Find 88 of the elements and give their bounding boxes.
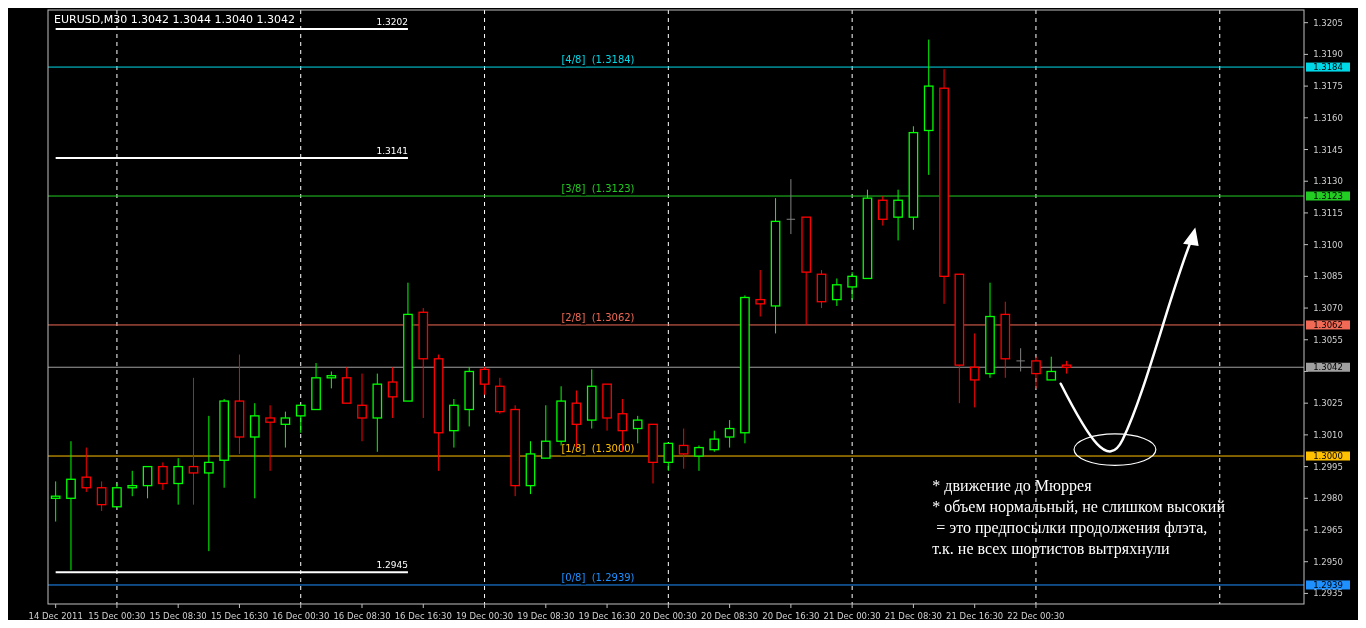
candlestick [66,440,76,571]
y-tick-label: 1.3115 [1313,207,1343,218]
text: 1.3062 [1313,319,1343,330]
annotation: * объем нормальный, не слишком высокий [932,497,1226,516]
candlestick [678,428,689,470]
candlestick [357,373,367,442]
text: 1.2939 [1313,579,1343,590]
y-tick-label: 1.2965 [1313,525,1343,536]
candlestick [632,415,643,444]
candlestick [1046,356,1057,381]
candlestick [188,377,199,506]
x-tick-label: 19 Dec 16:30 [578,611,636,621]
candlestick [112,483,122,508]
candlestick [877,195,888,227]
x-tick-label: 16 Dec 00:30 [272,611,330,621]
x-tick-label: 16 Dec 08:30 [333,611,391,621]
data-label: 1.3141 [376,145,408,156]
x-tick-label: 20 Dec 00:30 [639,611,697,621]
candlestick [786,178,796,235]
y-tick-label: 1.3010 [1313,429,1343,440]
candlestick [831,277,842,307]
candlestick [663,442,674,472]
data-label: 1.2945 [376,560,408,571]
x-tick-label: 20 Dec 16:30 [762,611,820,621]
y-tick-label: 1.3055 [1313,334,1343,345]
text: 1.3184 [1313,62,1343,73]
annotation: * движение до Мюррея [932,476,1093,495]
candlestick [1031,356,1041,389]
ref-line-label: [3/8] (1.3123) [561,183,635,195]
y-tick-label: 1.2950 [1313,556,1343,567]
y-tick-label: 1.2980 [1313,493,1343,504]
y-tick-label: 1.3145 [1313,144,1343,155]
y-tick-label: 1.3160 [1313,112,1343,123]
x-tick-label: 21 Dec 08:30 [884,611,942,621]
y-tick-label: 1.3190 [1313,49,1343,60]
x-tick-label: 21 Dec 16:30 [946,611,1004,621]
y-tick-label: 1.3025 [1313,398,1343,409]
candlestick [847,271,858,301]
candlestick [249,402,260,499]
chart-title: EURUSD,M30 1.3042 1.3044 1.3040 1.3042 [54,13,296,26]
y-tick-label: 1.3175 [1313,81,1343,92]
candlestick [142,465,153,499]
candlestick [158,461,168,491]
candlestick [540,404,551,459]
candlestick [265,404,275,472]
candlestick [295,404,306,434]
candlestick [96,480,107,512]
candlestick [709,430,720,453]
x-tick-label: 16 Dec 16:30 [394,611,452,621]
x-tick-label: 20 Dec 08:30 [701,611,759,621]
candlestick [50,480,61,523]
x-tick-label: 22 Dec 00:30 [1007,611,1065,621]
candlestick [173,457,184,506]
candlestick [127,470,138,497]
ref-line-label: [2/8] (1.3062) [561,311,635,323]
candlestick [280,411,291,449]
text: 1.3123 [1313,191,1343,202]
y-tick-label: 1.3130 [1313,176,1343,187]
candlestick [969,332,980,408]
candlestick [203,415,214,552]
x-tick-label: 15 Dec 08:30 [149,611,207,621]
y-tick-label: 1.2935 [1313,588,1343,599]
y-tick-label: 1.2995 [1313,461,1343,472]
candlestick [1015,347,1026,372]
ref-line-label: [4/8] (1.3184) [561,54,635,66]
y-tick-label: 1.3100 [1313,239,1343,250]
candlestick [755,269,766,318]
candlestick [81,447,92,493]
y-tick-label: 1.3085 [1313,271,1343,282]
annotation: т.к. не всех шортистов вытряхнули [932,539,1170,558]
text: 1.3042 [1313,362,1343,373]
x-tick-label: 14 Dec 2011 [28,611,83,621]
x-tick-label: 19 Dec 08:30 [517,611,575,621]
y-tick-label: 1.3205 [1313,17,1343,28]
x-tick-label: 15 Dec 16:30 [210,611,269,621]
annotation: = это предпосылки продолжения флэта, [932,518,1208,537]
y-tick-label: 1.3070 [1313,303,1343,314]
ref-line-label: [0/8] (1.2939) [561,571,635,583]
candlestick [694,444,704,472]
x-tick-label: 15 Dec 00:30 [88,611,146,621]
data-label: 1.3202 [376,17,408,28]
candlestick [479,366,490,396]
text: 1.3000 [1313,451,1343,462]
candlestick [724,419,735,449]
x-tick-label: 19 Dec 00:30 [455,611,514,621]
candlestick [893,189,903,241]
candlestick [387,366,398,419]
x-tick-label: 21 Dec 00:30 [823,611,881,621]
